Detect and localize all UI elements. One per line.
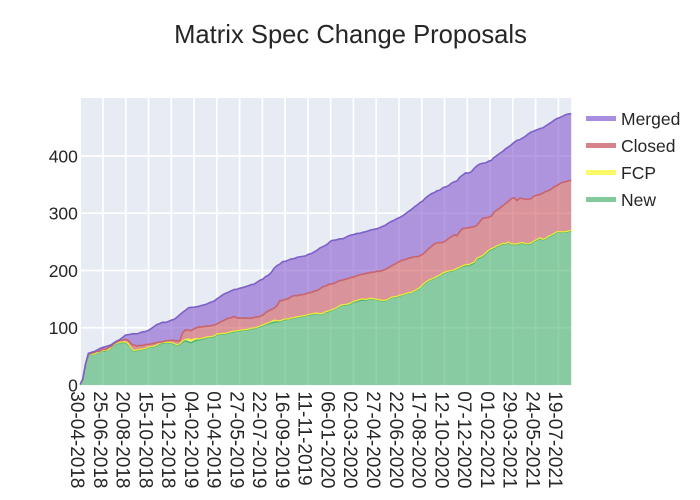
svg-text:200: 200 xyxy=(49,261,78,281)
svg-text:02-03-2020: 02-03-2020 xyxy=(339,391,360,488)
svg-text:Closed: Closed xyxy=(621,136,675,156)
svg-text:16-09-2019: 16-09-2019 xyxy=(271,391,292,488)
svg-text:300: 300 xyxy=(49,204,78,224)
svg-text:Merged: Merged xyxy=(621,109,680,129)
svg-text:400: 400 xyxy=(49,146,78,166)
svg-text:12-10-2020: 12-10-2020 xyxy=(430,391,451,488)
svg-text:0: 0 xyxy=(68,375,78,395)
svg-text:25-06-2018: 25-06-2018 xyxy=(89,391,110,488)
svg-text:FCP: FCP xyxy=(621,163,656,183)
svg-text:07-12-2020: 07-12-2020 xyxy=(453,391,474,488)
svg-text:01-02-2021: 01-02-2021 xyxy=(476,391,497,488)
svg-text:New: New xyxy=(621,190,656,210)
svg-text:19-07-2021: 19-07-2021 xyxy=(544,391,565,488)
svg-text:06-01-2020: 06-01-2020 xyxy=(316,391,337,488)
svg-text:22-07-2019: 22-07-2019 xyxy=(248,391,269,488)
svg-text:17-08-2020: 17-08-2020 xyxy=(408,391,429,488)
svg-text:10-12-2018: 10-12-2018 xyxy=(157,391,178,488)
svg-text:11-11-2019: 11-11-2019 xyxy=(294,391,315,485)
svg-text:01-04-2019: 01-04-2019 xyxy=(203,391,224,488)
svg-text:30-04-2018: 30-04-2018 xyxy=(66,391,87,488)
svg-text:04-02-2019: 04-02-2019 xyxy=(180,391,201,488)
svg-text:29-03-2021: 29-03-2021 xyxy=(499,391,520,488)
svg-text:24-05-2021: 24-05-2021 xyxy=(521,391,542,488)
svg-text:27-04-2020: 27-04-2020 xyxy=(362,391,383,488)
svg-text:27-05-2019: 27-05-2019 xyxy=(225,391,246,488)
svg-text:100: 100 xyxy=(49,318,78,338)
svg-text:Matrix Spec Change Proposals: Matrix Spec Change Proposals xyxy=(174,21,527,49)
svg-text:20-08-2018: 20-08-2018 xyxy=(112,391,133,488)
svg-text:15-10-2018: 15-10-2018 xyxy=(134,391,155,488)
svg-text:22-06-2020: 22-06-2020 xyxy=(385,391,406,488)
